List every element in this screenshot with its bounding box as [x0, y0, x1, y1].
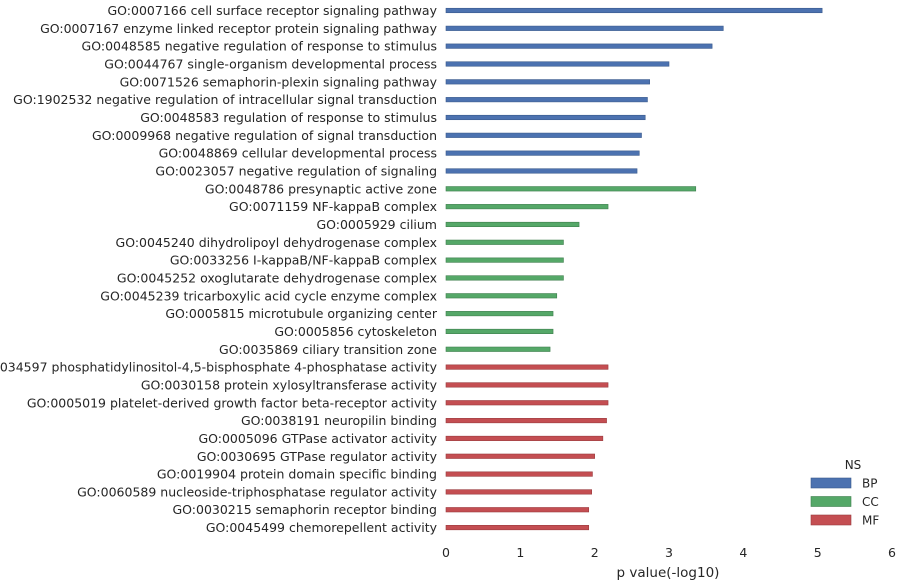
y-tick-label: GO:0030215 semaphorin receptor binding [172, 502, 437, 517]
bar-bp [445, 79, 650, 85]
legend-swatch-cc [810, 496, 852, 507]
y-tick-label: GO:0045252 oxoglutarate dehydrogenase co… [117, 270, 437, 285]
bar-bp [445, 150, 640, 156]
y-tick-label: GO:0048583 regulation of response to sti… [140, 110, 437, 125]
y-tick-label: GO:0009968 negative regulation of signal… [92, 128, 437, 143]
x-tick-label: 3 [665, 545, 673, 560]
bar-cc [445, 257, 564, 263]
bar-mf [445, 382, 609, 388]
bar-bp [445, 168, 638, 174]
y-tick-label: GO:0005019 platelet-derived growth facto… [27, 395, 438, 410]
y-tick-label: GO:0038191 neuropilin binding [241, 413, 437, 428]
bar-cc [445, 186, 697, 192]
bar-cc [445, 311, 554, 317]
bar-cc [445, 204, 609, 210]
y-tick-label: GO:0007167 enzyme linked receptor protei… [40, 21, 438, 36]
legend-label-mf: MF [862, 514, 879, 528]
y-tick-label: GO:0071526 semaphorin-plexin signaling p… [120, 74, 438, 89]
y-tick-label: GO:0034597 phosphatidylinositol-4,5-bisp… [0, 360, 438, 375]
bar-cc [445, 346, 551, 352]
y-tick-label: GO:0005929 cilium [316, 217, 437, 232]
bar-mf [445, 453, 595, 459]
y-tick-label: GO:0048786 presynaptic active zone [205, 181, 437, 196]
bar-mf [445, 400, 609, 406]
y-axis-labels: GO:0007166 cell surface receptor signali… [0, 3, 438, 535]
y-tick-label: GO:0005096 GTPase activator activity [198, 431, 437, 446]
y-tick-label: GO:0045499 chemorepellent activity [206, 520, 438, 535]
y-tick-label: GO:0023057 negative regulation of signal… [155, 163, 437, 178]
bar-cc [445, 275, 564, 281]
bar-cc [445, 328, 554, 334]
y-tick-label: GO:0045239 tricarboxylic acid cycle enzy… [100, 288, 437, 303]
y-tick-label: GO:0048869 cellular developmental proces… [159, 146, 437, 161]
x-tick-label: 4 [739, 545, 747, 560]
bars [445, 7, 823, 531]
bar-bp [445, 25, 724, 31]
x-tick-label: 2 [591, 545, 599, 560]
bar-cc [445, 239, 564, 245]
legend-label-cc: CC [862, 495, 879, 509]
bar-cc [445, 293, 558, 299]
bar-mf [445, 525, 590, 531]
y-tick-label: GO:0044767 single-organism developmental… [104, 56, 437, 71]
y-tick-label: GO:0035869 ciliary transition zone [219, 342, 437, 357]
bar-mf [445, 489, 592, 495]
bar-mf [445, 435, 604, 441]
legend: NS BP CC MF [810, 458, 879, 528]
y-tick-label: GO:0045240 dihydrolipoyl dehydrogenase c… [116, 235, 437, 250]
x-tick-label: 1 [516, 545, 524, 560]
y-tick-label: GO:0030695 GTPase regulator activity [197, 449, 438, 464]
y-tick-label: GO:0005815 microtubule organizing center [165, 306, 438, 321]
y-tick-label: GO:0019904 protein domain specific bindi… [157, 467, 437, 482]
y-tick-label: GO:0071159 NF-kappaB complex [229, 199, 437, 214]
x-axis-ticks: 0 1 2 3 4 5 6 [442, 545, 896, 560]
x-tick-label: 5 [814, 545, 822, 560]
y-tick-label: GO:1902532 negative regulation of intrac… [13, 92, 437, 107]
x-axis-label: p value(-log10) [617, 565, 720, 581]
y-tick-label: GO:0005856 cytoskeleton [274, 324, 437, 339]
bar-bp [445, 61, 670, 67]
bar-bp [445, 114, 646, 121]
legend-swatch-mf [810, 514, 852, 526]
y-tick-label: GO:0007166 cell surface receptor signali… [107, 3, 437, 18]
legend-label-bp: BP [862, 477, 877, 491]
legend-swatch-bp [810, 477, 852, 489]
bar-mf [445, 364, 609, 370]
bar-bp [445, 43, 713, 49]
y-tick-label: GO:0033256 I-kappaB/NF-kappaB complex [170, 253, 437, 268]
bar-mf [445, 507, 590, 513]
bar-bp [445, 7, 823, 14]
y-tick-label: GO:0060589 nucleoside-triphosphatase reg… [77, 484, 437, 499]
bar-mf [445, 471, 593, 477]
bar-bp [445, 97, 648, 103]
y-tick-label: GO:0030158 protein xylosyltransferase ac… [141, 377, 438, 392]
y-tick-label: GO:0048585 negative regulation of respon… [82, 39, 437, 54]
x-tick-label: 6 [888, 545, 896, 560]
x-tick-label: 0 [442, 545, 450, 560]
bar-mf [445, 418, 607, 424]
bar-bp [445, 132, 642, 138]
bar-cc [445, 221, 580, 228]
legend-title: NS [845, 458, 862, 472]
